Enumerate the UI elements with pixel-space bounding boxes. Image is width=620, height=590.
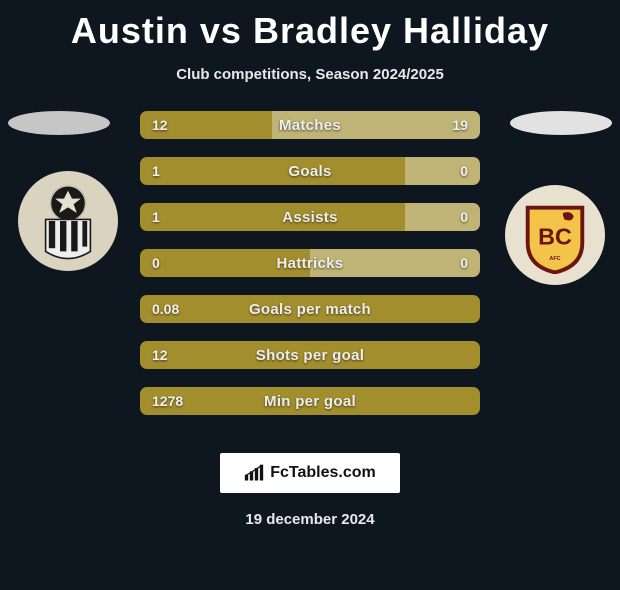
- svg-text:BC: BC: [538, 223, 572, 249]
- stat-label: Assists: [140, 203, 480, 231]
- left-team-crest: [18, 171, 118, 271]
- stat-label: Matches: [140, 111, 480, 139]
- stat-rows: 12Matches191Goals01Assists00Hattricks00.…: [140, 111, 480, 433]
- brand-text: FcTables.com: [270, 464, 376, 482]
- stat-value-right: 0: [460, 157, 468, 185]
- stat-label: Hattricks: [140, 249, 480, 277]
- left-player-column: [0, 111, 115, 271]
- stat-row: 12Shots per goal: [140, 341, 480, 369]
- stat-row: 12Matches19: [140, 111, 480, 139]
- stat-label: Goals: [140, 157, 480, 185]
- bradford-city-crest-icon: BC AFC: [516, 196, 594, 274]
- stat-label: Shots per goal: [140, 341, 480, 369]
- stat-value-right: 0: [460, 249, 468, 277]
- svg-text:AFC: AFC: [549, 256, 560, 262]
- stat-value-right: 19: [452, 111, 468, 139]
- stat-row: 1Assists0: [140, 203, 480, 231]
- left-player-avatar-placeholder: [8, 111, 110, 135]
- generation-date: 19 december 2024: [0, 511, 620, 528]
- brand-badge: FcTables.com: [220, 453, 400, 493]
- stat-label: Min per goal: [140, 387, 480, 415]
- right-player-column: BC AFC: [505, 111, 620, 285]
- notts-county-crest-icon: [28, 181, 108, 261]
- stat-row: 1Goals0: [140, 157, 480, 185]
- right-player-avatar-placeholder: [510, 111, 612, 135]
- comparison-area: BC AFC 12Matches191Goals01Assists00Hattr…: [0, 111, 620, 431]
- bar-chart-icon: [244, 464, 264, 482]
- stat-value-right: 0: [460, 203, 468, 231]
- stat-row: 0Hattricks0: [140, 249, 480, 277]
- stat-label: Goals per match: [140, 295, 480, 323]
- subtitle: Club competitions, Season 2024/2025: [0, 66, 620, 83]
- stat-row: 1278Min per goal: [140, 387, 480, 415]
- right-team-crest: BC AFC: [505, 185, 605, 285]
- page-title: Austin vs Bradley Halliday: [0, 10, 620, 52]
- stat-row: 0.08Goals per match: [140, 295, 480, 323]
